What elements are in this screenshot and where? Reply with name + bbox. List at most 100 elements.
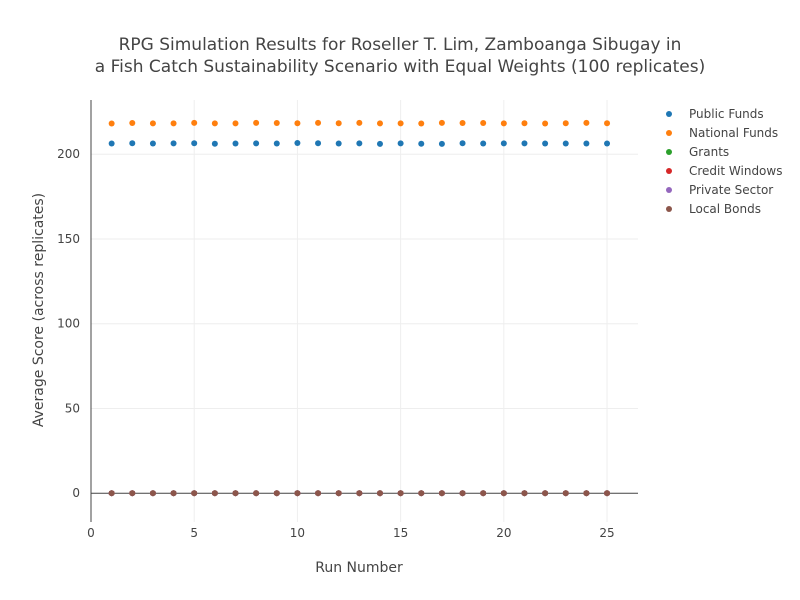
legend-item-1[interactable]: National Funds <box>666 126 778 140</box>
legend-label: Grants <box>689 145 729 159</box>
data-point <box>335 120 342 127</box>
data-point <box>232 120 239 127</box>
data-point <box>315 140 322 147</box>
legend-marker <box>666 111 672 117</box>
data-point <box>108 140 115 147</box>
data-point <box>480 490 487 497</box>
legend[interactable]: Public Funds National Funds Grants Credit W… <box>666 107 782 216</box>
data-point <box>170 140 177 147</box>
data-point <box>211 490 218 497</box>
data-point <box>335 140 342 147</box>
data-point <box>542 120 549 127</box>
data-point <box>191 140 198 147</box>
legend-item-0[interactable]: Public Funds <box>666 107 764 121</box>
legend-marker <box>666 187 672 193</box>
data-point <box>459 140 466 147</box>
data-point <box>191 119 198 126</box>
x-tick-label-4: 20 <box>496 526 511 540</box>
data-point <box>397 490 404 497</box>
data-point <box>294 490 301 497</box>
data-point <box>129 120 136 127</box>
data-point <box>438 490 445 497</box>
data-point <box>542 490 549 497</box>
data-point <box>232 140 239 147</box>
data-point <box>273 120 280 127</box>
data-point <box>562 140 569 147</box>
data-point <box>170 490 177 497</box>
data-point <box>604 140 611 147</box>
data-point <box>500 140 507 147</box>
data-point <box>253 119 260 126</box>
data-point <box>604 490 611 497</box>
data-point <box>459 490 466 497</box>
data-point <box>418 140 425 147</box>
data-point <box>583 490 590 497</box>
chart-title-line-2: a Fish Catch Sustainability Scenario wit… <box>95 57 705 77</box>
data-point <box>211 140 218 147</box>
data-point <box>273 490 280 497</box>
legend-label: Local Bonds <box>689 202 761 216</box>
series-5 <box>108 490 611 497</box>
y-tick-label-0: 0 <box>72 486 80 500</box>
data-point <box>438 119 445 126</box>
data-point <box>542 140 549 147</box>
data-point <box>149 120 156 127</box>
x-tick-label-2: 10 <box>290 526 305 540</box>
legend-item-5[interactable]: Local Bonds <box>666 202 761 216</box>
tick-labels: 0 5 10 15 20 25 0 50 100 150 200 <box>57 147 615 540</box>
grid-lines <box>91 100 638 522</box>
data-point <box>232 490 239 497</box>
x-axis-title: Run Number <box>315 560 403 576</box>
data-point <box>129 490 136 497</box>
data-point <box>500 490 507 497</box>
y-tick-label-1: 50 <box>65 401 80 415</box>
data-point <box>480 120 487 127</box>
data-point <box>562 120 569 127</box>
data-point <box>562 490 569 497</box>
data-point <box>211 120 218 127</box>
data-point <box>191 490 198 497</box>
data-point <box>108 490 115 497</box>
data-point <box>294 140 301 147</box>
x-tick-label-0: 0 <box>87 526 95 540</box>
data-point <box>149 490 156 497</box>
data-point <box>294 120 301 127</box>
data-point <box>356 119 363 126</box>
series-0 <box>108 140 611 147</box>
data-point <box>604 120 611 127</box>
data-point <box>376 140 383 147</box>
legend-item-4[interactable]: Private Sector <box>666 183 773 197</box>
data-point <box>335 490 342 497</box>
data-point <box>170 120 177 127</box>
legend-marker <box>666 206 672 212</box>
y-tick-label-4: 200 <box>57 147 80 161</box>
data-point <box>521 140 528 147</box>
legend-label: Private Sector <box>689 183 773 197</box>
data-point <box>500 120 507 127</box>
data-point <box>397 120 404 127</box>
data-point <box>108 120 115 127</box>
y-axis-title: Average Score (across replicates) <box>31 193 47 427</box>
data-point <box>149 140 156 147</box>
data-point <box>273 140 280 147</box>
x-tick-label-1: 5 <box>190 526 198 540</box>
legend-item-2[interactable]: Grants <box>666 145 729 159</box>
x-tick-label-3: 15 <box>393 526 408 540</box>
data-point <box>438 140 445 147</box>
data-point <box>459 120 466 127</box>
data-point <box>583 119 590 126</box>
y-tick-label-2: 100 <box>57 317 80 331</box>
legend-marker <box>666 130 672 136</box>
data-point <box>521 120 528 127</box>
data-point <box>129 140 136 147</box>
legend-item-3[interactable]: Credit Windows <box>666 164 782 178</box>
x-tick-label-5: 25 <box>599 526 614 540</box>
legend-marker <box>666 168 672 174</box>
data-points <box>108 119 611 497</box>
series-1 <box>108 119 611 127</box>
data-point <box>315 119 322 126</box>
legend-label: National Funds <box>689 126 778 140</box>
data-point <box>376 490 383 497</box>
